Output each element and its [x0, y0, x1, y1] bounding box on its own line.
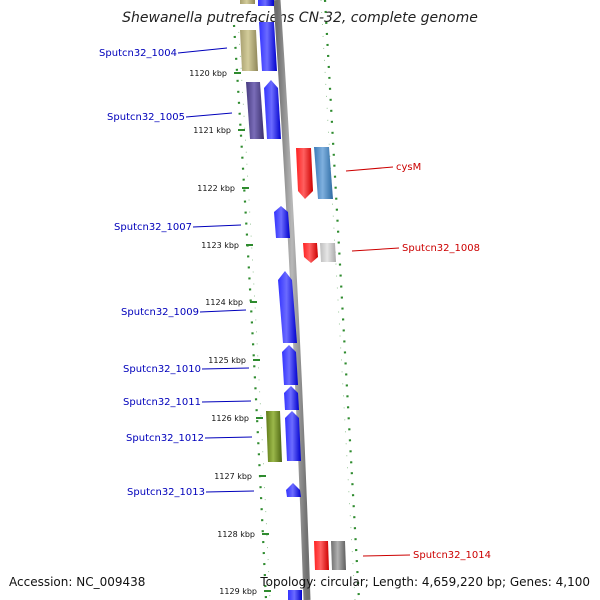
gene-arrow-cropped-bottom [288, 590, 302, 600]
reverse-leader-lines [345, 166, 411, 557]
gene-arrow-1012 [285, 411, 301, 461]
gene-olive-1004 [240, 30, 258, 71]
genome-summary-text: Topology: circular; Length: 4,659,220 bp… [260, 575, 590, 589]
gene-label-1011: Sputcn32_1011 [123, 397, 201, 408]
gene-label-1013: Sputcn32_1013 [127, 487, 205, 498]
kbp-label-1121: 1121 kbp [193, 126, 231, 135]
gene-label-1004: Sputcn32_1004 [99, 48, 177, 59]
gene-label-1009: Sputcn32_1009 [121, 307, 199, 318]
ring-guide-outer-left [232, 24, 268, 600]
ring-guide-inner-right [320, 0, 356, 600]
gene-label-1008: Sputcn32_1008 [402, 243, 480, 254]
gene-label-1010: Sputcn32_1010 [123, 364, 201, 375]
kbp-label-1127: 1127 kbp [214, 472, 252, 481]
kbp-label-1128: 1128 kbp [217, 530, 255, 539]
genome-backbone [273, 0, 311, 600]
gene-arrow-1005 [264, 80, 281, 139]
kbp-label-1129: 1129 kbp [219, 587, 257, 596]
gene-arrow-cropped [258, 0, 274, 6]
kbp-ticks [234, 72, 271, 592]
gene-arrow-1010 [282, 345, 298, 385]
gene-purple-1005 [246, 82, 264, 139]
kbp-label-1126: 1126 kbp [211, 414, 249, 423]
gene-arrow-cropped-olive [240, 0, 255, 4]
gene-arrow-cysm [296, 148, 313, 199]
ring-guide-outer-right [323, 0, 361, 600]
gene-arrow-1013 [286, 483, 301, 497]
gene-arrow-1007 [274, 206, 290, 238]
gene-label-cysm: cysM [396, 162, 421, 173]
forward-leader-lines [177, 47, 255, 493]
gene-arrow-1009 [278, 271, 297, 343]
gene-arrow-1008 [303, 243, 318, 263]
kbp-label-1125: 1125 kbp [208, 356, 246, 365]
gene-arrow-1011 [284, 386, 299, 410]
kbp-label-1122: 1122 kbp [197, 184, 235, 193]
gene-label-1012: Sputcn32_1012 [126, 433, 204, 444]
gene-label-1005: Sputcn32_1005 [107, 112, 185, 123]
gene-label-1014: Sputcn32_1014 [413, 550, 491, 561]
kbp-label-1123: 1123 kbp [201, 241, 239, 250]
kbp-label-1124: 1124 kbp [205, 298, 243, 307]
gene-arrow-1004 [259, 22, 277, 71]
map-title: Shewanella putrefaciens CN-32, complete … [122, 10, 478, 26]
gene-arrow-1014 [314, 541, 329, 570]
gene-steel-cysm [314, 147, 333, 199]
gene-label-1007: Sputcn32_1007 [114, 222, 192, 233]
gene-green-1012 [266, 411, 282, 462]
accession-text: Accession: NC_009438 [9, 575, 146, 589]
gene-light-1008 [320, 243, 336, 262]
kbp-label-1120: 1120 kbp [189, 69, 227, 78]
gene-gray-1014 [331, 541, 346, 570]
